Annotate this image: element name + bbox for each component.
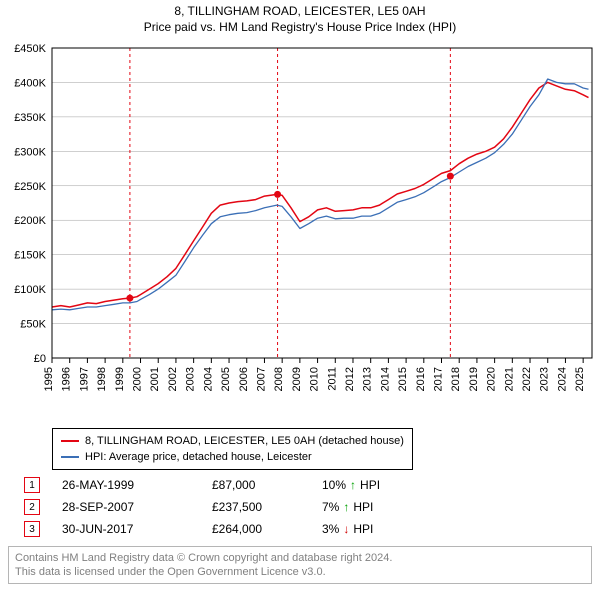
svg-text:2001: 2001 — [149, 367, 161, 391]
svg-text:2008: 2008 — [273, 367, 285, 391]
arrow-up-icon: ↑ — [350, 478, 356, 492]
svg-text:1999: 1999 — [114, 367, 126, 391]
svg-text:£150K: £150K — [14, 250, 46, 262]
svg-text:2025: 2025 — [574, 367, 586, 391]
sale-events-table: 1 26-MAY-1999£87,00010% ↑ HPI 2 28-SEP-2007£2… — [24, 474, 380, 540]
sale-event-price: £264,000 — [212, 522, 322, 536]
svg-text:2015: 2015 — [397, 367, 409, 391]
chart-titles: 8, TILLINGHAM ROAD, LEICESTER, LE5 0AH P… — [0, 0, 600, 34]
svg-text:2007: 2007 — [255, 367, 267, 391]
svg-text:2011: 2011 — [326, 367, 338, 391]
svg-text:2021: 2021 — [503, 367, 515, 391]
arrow-up-icon: ↑ — [343, 500, 349, 514]
footer-line-2: This data is licensed under the Open Gov… — [15, 565, 585, 579]
svg-text:£300K: £300K — [14, 146, 46, 158]
diff-pct: 7% — [322, 500, 339, 514]
svg-text:1996: 1996 — [61, 367, 73, 391]
attribution-footer: Contains HM Land Registry data © Crown c… — [8, 546, 592, 584]
svg-text:2006: 2006 — [238, 367, 250, 391]
sale-event-diff: 3% ↓ HPI — [322, 522, 373, 536]
svg-text:£200K: £200K — [14, 215, 46, 227]
svg-text:£350K: £350K — [14, 112, 46, 124]
diff-suffix: HPI — [353, 522, 373, 536]
svg-text:2013: 2013 — [362, 367, 374, 391]
sale-event-marker: 3 — [24, 521, 40, 537]
legend-swatch — [61, 440, 79, 442]
svg-text:£400K: £400K — [14, 77, 46, 89]
sale-event-date: 30-JUN-2017 — [62, 522, 212, 536]
svg-text:£100K: £100K — [14, 284, 46, 296]
svg-text:2024: 2024 — [556, 367, 568, 391]
svg-text:1995: 1995 — [43, 367, 55, 391]
svg-text:1997: 1997 — [78, 367, 90, 391]
sale-event-price: £237,500 — [212, 500, 322, 514]
sale-event-diff: 10% ↑ HPI — [322, 478, 380, 492]
footer-line-1: Contains HM Land Registry data © Crown c… — [15, 551, 585, 565]
svg-text:2016: 2016 — [415, 367, 427, 391]
sale-event-date: 28-SEP-2007 — [62, 500, 212, 514]
sale-event-price: £87,000 — [212, 478, 322, 492]
legend-swatch — [61, 456, 79, 458]
sale-event-row: 1 26-MAY-1999£87,00010% ↑ HPI — [24, 474, 380, 496]
sale-event-date: 26-MAY-1999 — [62, 478, 212, 492]
svg-text:2003: 2003 — [185, 367, 197, 391]
sale-event-marker: 1 — [24, 477, 40, 493]
legend-label: HPI: Average price, detached house, Leic… — [85, 449, 312, 465]
svg-text:1998: 1998 — [96, 367, 108, 391]
legend-item: HPI: Average price, detached house, Leic… — [61, 449, 404, 465]
svg-text:£250K: £250K — [14, 181, 46, 193]
legend-label: 8, TILLINGHAM ROAD, LEICESTER, LE5 0AH (… — [85, 433, 404, 449]
legend: 8, TILLINGHAM ROAD, LEICESTER, LE5 0AH (… — [52, 428, 413, 470]
svg-text:2012: 2012 — [344, 367, 356, 391]
diff-pct: 3% — [322, 522, 339, 536]
legend-item: 8, TILLINGHAM ROAD, LEICESTER, LE5 0AH (… — [61, 433, 404, 449]
svg-text:2009: 2009 — [291, 367, 303, 391]
svg-text:2018: 2018 — [450, 367, 462, 391]
svg-text:£0: £0 — [34, 353, 46, 365]
svg-text:2002: 2002 — [167, 367, 179, 391]
sale-event-row: 2 28-SEP-2007£237,5007% ↑ HPI — [24, 496, 380, 518]
svg-text:2005: 2005 — [220, 367, 232, 391]
svg-text:2023: 2023 — [539, 367, 551, 391]
svg-text:£450K: £450K — [14, 43, 46, 55]
title-line-1: 8, TILLINGHAM ROAD, LEICESTER, LE5 0AH — [0, 4, 600, 18]
chart-svg: £0 £50K £100K £150K £200K £250K £300K £350K £400… — [0, 40, 600, 420]
svg-text:2004: 2004 — [202, 367, 214, 391]
svg-text:2010: 2010 — [309, 367, 321, 391]
svg-text:2019: 2019 — [468, 367, 480, 391]
svg-text:2022: 2022 — [521, 367, 533, 391]
sale-event-marker: 2 — [24, 499, 40, 515]
sale-event-row: 3 30-JUN-2017£264,0003% ↓ HPI — [24, 518, 380, 540]
sale-event-diff: 7% ↑ HPI — [322, 500, 373, 514]
diff-suffix: HPI — [360, 478, 380, 492]
svg-text:2020: 2020 — [486, 367, 498, 391]
price-chart: £0 £50K £100K £150K £200K £250K £300K £350K £400… — [0, 40, 600, 420]
title-line-2: Price paid vs. HM Land Registry's House … — [0, 20, 600, 34]
arrow-down-icon: ↓ — [343, 522, 349, 536]
svg-text:2017: 2017 — [433, 367, 445, 391]
svg-text:£50K: £50K — [20, 319, 46, 331]
svg-text:2014: 2014 — [379, 367, 391, 391]
diff-pct: 10% — [322, 478, 346, 492]
diff-suffix: HPI — [353, 500, 373, 514]
svg-text:2000: 2000 — [132, 367, 144, 391]
